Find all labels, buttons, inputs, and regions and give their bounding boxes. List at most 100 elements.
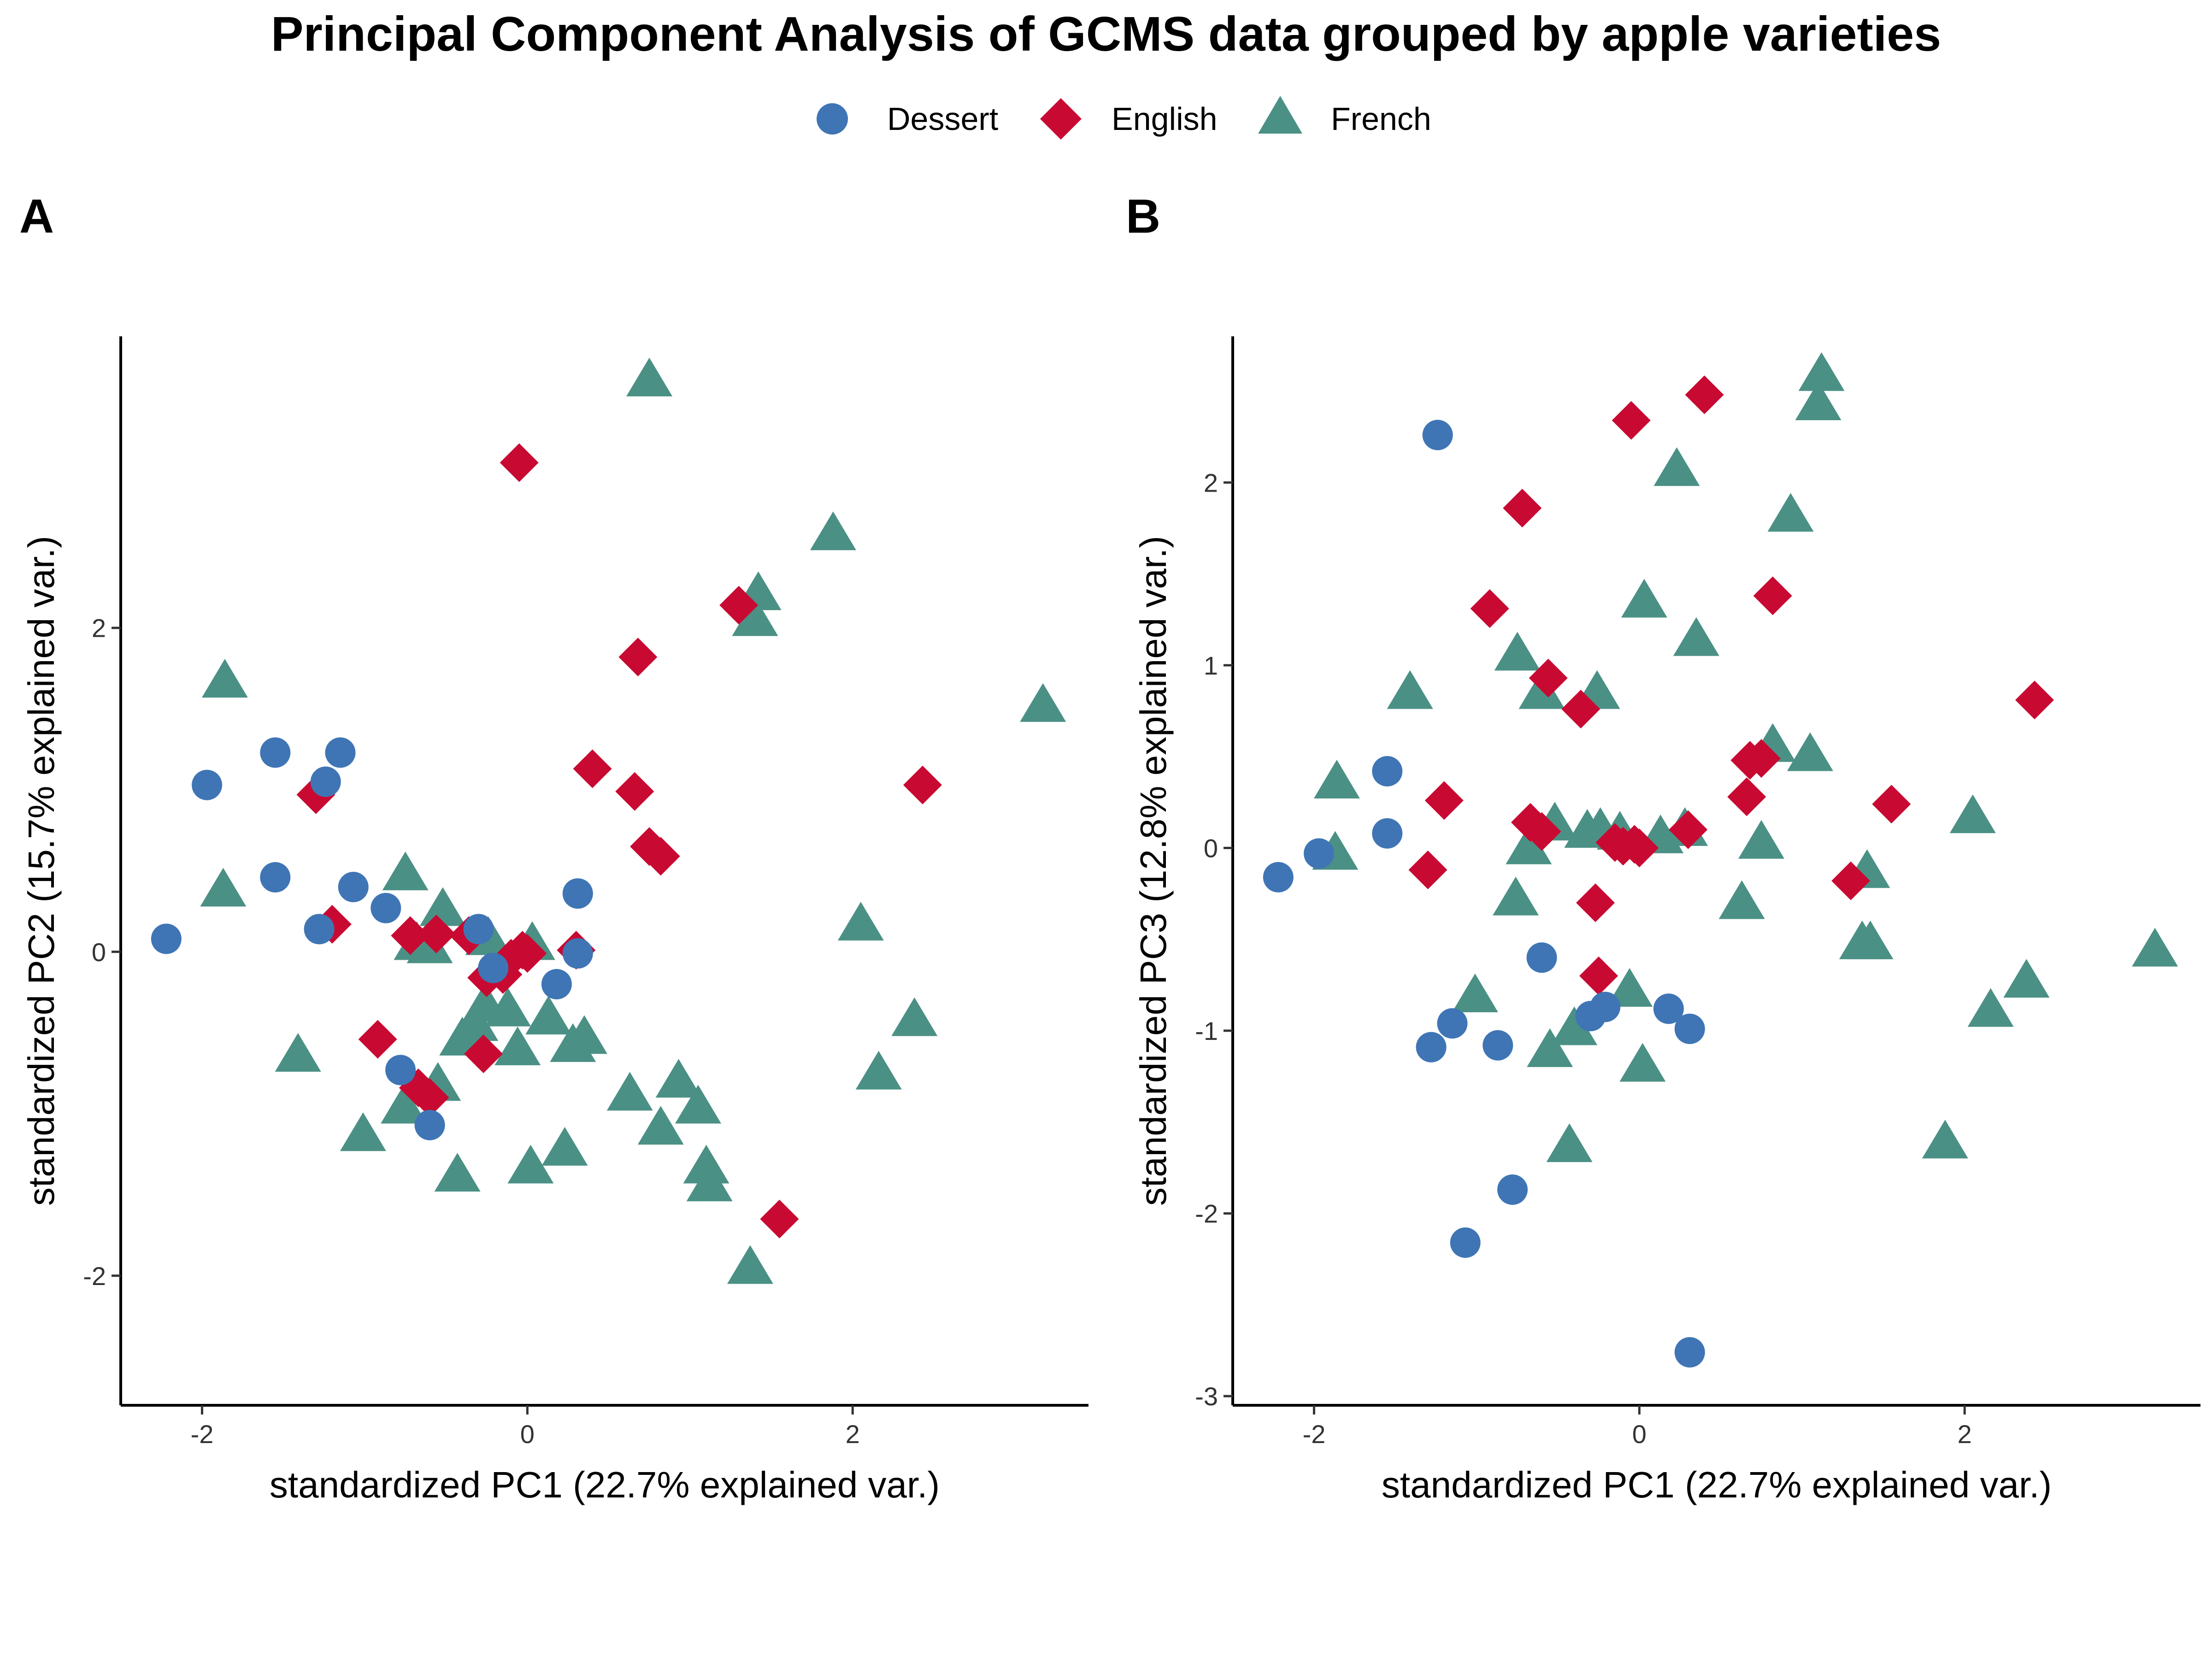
panel-b-x-tick-label: 0: [1632, 1420, 1647, 1449]
data-point-french: [1527, 1028, 1573, 1067]
data-point-french: [1621, 579, 1667, 618]
data-point-dessert: [1304, 838, 1335, 869]
data-point-french: [494, 1026, 541, 1065]
legend-marker-english: [1040, 98, 1082, 140]
data-point-dessert: [304, 914, 335, 945]
data-point-english: [1685, 375, 1724, 414]
data-point-french: [1795, 382, 1841, 421]
data-point-dessert: [1416, 1032, 1447, 1062]
data-point-french: [1787, 732, 1833, 771]
panel-a-x-tick-label: 0: [520, 1420, 535, 1449]
data-point-english: [1872, 785, 1911, 824]
panel-tag-a: A: [19, 190, 54, 243]
panel-b-x-axis-label: standardized PC1 (22.7% explained var.): [1382, 1464, 2052, 1505]
chart-title: Principal Component Analysis of GCMS dat…: [271, 7, 1941, 61]
data-point-dessert: [1483, 1030, 1513, 1061]
data-point-french: [507, 1145, 554, 1184]
data-point-french: [1949, 794, 1996, 833]
data-point-english: [618, 638, 658, 676]
data-point-english: [903, 765, 942, 804]
panel-b-y-tick-label: 0: [1204, 833, 1218, 863]
panel-a-y-tick-label: 0: [92, 938, 106, 967]
data-point-french: [727, 1245, 773, 1284]
data-point-dessert: [151, 923, 182, 954]
data-point-dessert: [192, 769, 223, 800]
data-point-french: [1020, 683, 1066, 722]
data-point-french: [561, 1015, 607, 1054]
data-point-french: [1922, 1120, 1968, 1159]
data-point-english: [1669, 810, 1708, 849]
data-point-french: [1606, 968, 1653, 1007]
data-point-english: [1742, 739, 1781, 778]
data-point-french: [855, 1051, 902, 1090]
data-point-dessert: [371, 892, 401, 923]
panel-b-y-tick-label: 2: [1204, 468, 1218, 497]
data-point-dessert: [562, 938, 593, 969]
data-point-french: [1718, 880, 1765, 919]
panel-b-plot: -2 0 2 -3 -2 -1 0 1 2 standardized PC1 (22.7% exp…: [1133, 336, 2200, 1505]
data-point-english: [1529, 658, 1568, 698]
data-point-french: [1546, 1123, 1593, 1162]
data-point-english: [508, 934, 547, 973]
panel-b-series-french: [1312, 352, 2178, 1162]
data-point-english: [500, 443, 539, 482]
data-point-french: [637, 1106, 684, 1145]
panel-a-y-tick-label: 2: [92, 614, 106, 643]
data-point-french: [1673, 617, 1719, 656]
data-point-english: [1727, 777, 1766, 816]
data-point-dessert: [338, 872, 369, 903]
data-point-english: [1470, 589, 1509, 628]
data-point-dessert: [414, 1109, 445, 1140]
data-point-french: [1494, 632, 1541, 671]
data-point-english: [1579, 957, 1618, 996]
data-point-english: [1620, 828, 1659, 868]
data-point-french: [1738, 820, 1785, 859]
legend: Dessert English French: [817, 96, 1431, 140]
data-point-english: [2015, 681, 2054, 720]
data-point-english: [410, 1078, 449, 1117]
data-point-dessert: [1497, 1174, 1528, 1205]
data-point-english: [573, 749, 612, 788]
data-point-dessert: [260, 737, 291, 768]
data-point-french: [452, 1002, 499, 1041]
data-point-dessert: [1674, 1014, 1705, 1045]
data-point-french: [1767, 493, 1814, 532]
data-point-french: [675, 1085, 721, 1124]
data-point-french: [1619, 1043, 1666, 1082]
data-point-french: [686, 1162, 733, 1202]
data-point-english: [1612, 401, 1651, 440]
legend-label-english: English: [1112, 101, 1218, 137]
legend-label-french: French: [1331, 101, 1431, 137]
panel-a-series-french: [200, 358, 1066, 1284]
data-point-french: [810, 511, 856, 551]
panel-b-y-tick-label: 1: [1204, 651, 1218, 680]
data-point-french: [1847, 920, 1894, 959]
data-point-french: [2003, 959, 2050, 998]
data-point-english: [1753, 576, 1792, 616]
data-point-dessert: [1422, 420, 1453, 451]
data-point-dessert: [1653, 993, 1684, 1024]
data-point-english: [641, 837, 680, 876]
data-point-french: [1506, 825, 1552, 864]
data-point-french: [1387, 670, 1433, 709]
data-point-dessert: [541, 969, 572, 1000]
data-point-french: [626, 358, 673, 397]
panel-b-y-tick-label: -2: [1195, 1199, 1218, 1228]
legend-marker-dessert: [817, 103, 848, 135]
data-point-french: [2132, 927, 2178, 967]
panel-b-x-tick-label: 2: [1958, 1420, 1972, 1449]
data-point-french: [541, 1127, 588, 1166]
data-point-english: [1522, 812, 1561, 851]
data-point-english: [1503, 488, 1542, 528]
data-point-dessert: [325, 737, 356, 768]
data-point-english: [719, 586, 759, 625]
data-point-french: [891, 997, 938, 1036]
data-point-english: [1576, 883, 1615, 922]
data-point-dessert: [478, 952, 509, 983]
data-point-french: [1967, 988, 2014, 1027]
data-point-french: [200, 868, 247, 907]
data-point-dessert: [1372, 818, 1403, 849]
data-point-dessert: [260, 862, 291, 893]
